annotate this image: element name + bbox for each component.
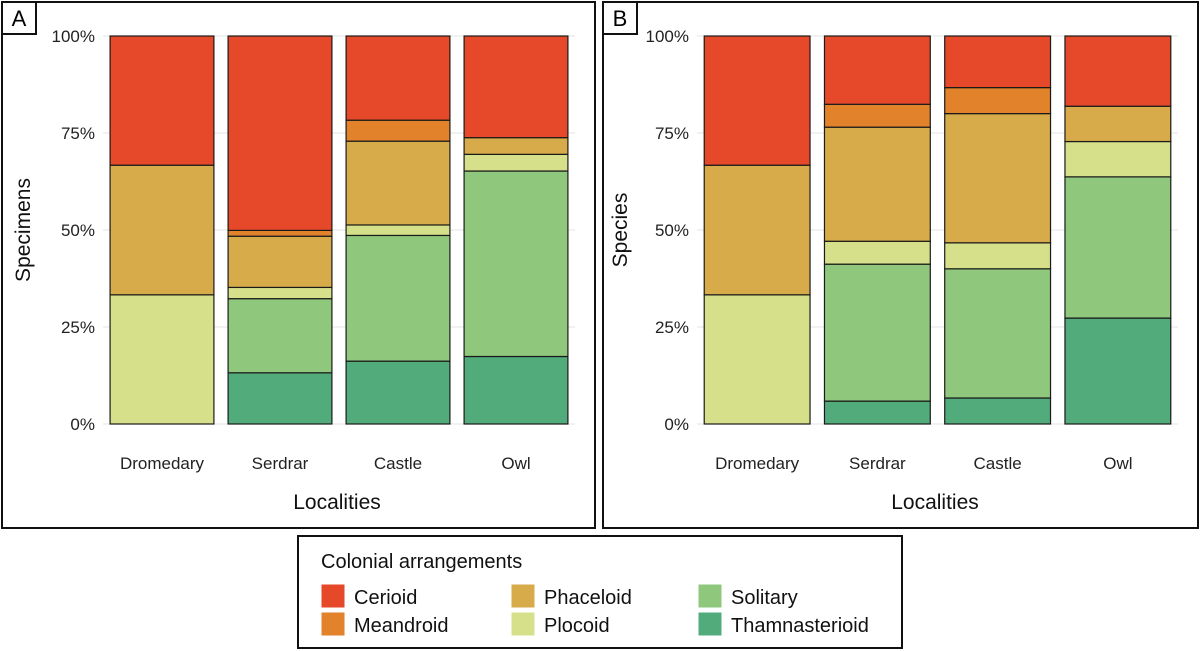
- legend: Colonial arrangements Cerioid Meandroid Ph…: [297, 535, 903, 649]
- panel-b: B 0% 25% 50% 75% 100% Dromedary Serdrar Castle O…: [602, 1, 1199, 529]
- panel-a-ytick-label: 75%: [61, 124, 95, 143]
- panel-a-ytick-label: 25%: [61, 318, 95, 337]
- panel-b-bar-owl-solitary: [1064, 176, 1172, 319]
- legend-swatch-plocoid: [510, 611, 536, 637]
- panel-b-bar-owl-phaceloid: [1064, 105, 1172, 143]
- panel-b-ytick-label: 0%: [664, 415, 689, 434]
- panel-a-xtick-label: Owl: [501, 454, 530, 473]
- panel-a-bar-castle-meandroid: [345, 119, 451, 142]
- panel-a-xlabel: Localities: [293, 491, 381, 514]
- legend-label-thamnasterioid: Thamnasterioid: [731, 615, 869, 637]
- panel-a-bar-dromedary-cerioid: [109, 35, 215, 166]
- panel-a-ytick-label: 100%: [52, 27, 95, 46]
- panel-b-bar-serdrar-plocoid: [823, 240, 931, 265]
- panel-b-ylabel: Species: [609, 193, 632, 268]
- panel-b-bar-owl-plocoid: [1064, 140, 1172, 178]
- panel-a-bar-owl-cerioid: [463, 35, 569, 139]
- panel-b-ytick-label: 75%: [655, 124, 689, 143]
- panel-b-bar-serdrar-solitary: [823, 263, 931, 402]
- panel-a-bar-serdrar-meandroid: [227, 229, 333, 237]
- panel-a-bar-serdrar-solitary: [227, 298, 333, 374]
- panel-b-xtick-label: Castle: [974, 454, 1022, 473]
- legend-swatch-meandroid: [320, 611, 346, 637]
- panel-b-xlabel: Localities: [891, 491, 979, 514]
- panel-b-bar-castle-cerioid: [944, 35, 1052, 89]
- panel-a-bar-castle-thamnasterioid: [345, 360, 451, 425]
- panel-b-bar-dromedary-cerioid: [703, 35, 811, 166]
- panel-b-bar-owl-cerioid: [1064, 35, 1172, 107]
- panel-b-ytick-label: 100%: [646, 27, 689, 46]
- panel-a-bar-castle-solitary: [345, 234, 451, 362]
- legend-items: Cerioid Meandroid Phaceloid Plocoid Solitary…: [320, 583, 869, 637]
- legend-title: Colonial arrangements: [321, 551, 522, 573]
- legend-label-cerioid: Cerioid: [354, 587, 417, 609]
- panel-a-plot: 0% 25% 50% 75% 100% Dromedary Serdrar Castle Owl…: [12, 24, 575, 514]
- panel-a-bar-castle-phaceloid: [345, 140, 451, 226]
- panel-a-bar-castle-plocoid: [345, 224, 451, 237]
- panel-a-ytick-label: 0%: [70, 415, 95, 434]
- panel-a-xtick-label: Castle: [374, 454, 422, 473]
- panel-b-bar-castle-thamnasterioid: [944, 397, 1052, 425]
- panel-b-bar-castle-solitary: [944, 268, 1052, 399]
- panel-a-xtick-label: Dromedary: [120, 454, 205, 473]
- legend-label-meandroid: Meandroid: [354, 615, 449, 637]
- legend-swatch-cerioid: [320, 583, 346, 609]
- panel-a-bar-serdrar-cerioid: [227, 35, 333, 231]
- panel-b-letter: B: [613, 6, 628, 31]
- panel-b-bar-castle-meandroid: [944, 87, 1052, 115]
- legend-swatch-phaceloid: [510, 583, 536, 609]
- panel-b-bar-serdrar-thamnasterioid: [823, 400, 931, 425]
- panel-a-bar-owl-solitary: [463, 170, 569, 358]
- panel-a-bar-serdrar-thamnasterioid: [227, 372, 333, 425]
- panel-a-bar-castle-cerioid: [345, 35, 451, 121]
- panel-b-plot: 0% 25% 50% 75% 100% Dromedary Serdrar Castle Owl…: [609, 24, 1178, 514]
- panel-a-bar-owl-thamnasterioid: [463, 355, 569, 425]
- panel-b-bar-serdrar-meandroid: [823, 103, 931, 128]
- panel-a-bar-serdrar-plocoid: [227, 286, 333, 300]
- panel-b-xtick-label: Dromedary: [715, 454, 800, 473]
- panel-b-bar-castle-plocoid: [944, 242, 1052, 270]
- panel-b-xtick-label: Owl: [1103, 454, 1132, 473]
- panel-a-letter: A: [12, 6, 27, 31]
- panel-a-letter-box: [1, 1, 37, 35]
- legend-label-phaceloid: Phaceloid: [544, 587, 632, 609]
- panel-a-bar-owl-plocoid: [463, 153, 569, 172]
- panel-b-xtick-label: Serdrar: [849, 454, 906, 473]
- panel-b-bar-serdrar-cerioid: [823, 35, 931, 105]
- panel-a-bar-dromedary-phaceloid: [109, 164, 215, 296]
- panel-a-frame: [1, 1, 596, 529]
- panel-b-bar-dromedary-plocoid: [703, 294, 811, 425]
- panel-a-ytick-label: 50%: [61, 221, 95, 240]
- panel-b-bar-serdrar-phaceloid: [823, 126, 931, 242]
- panel-b-frame: [602, 1, 1199, 529]
- panel-b-bar-dromedary-phaceloid: [703, 164, 811, 296]
- panel-b-bar-castle-phaceloid: [944, 112, 1052, 244]
- panel-a-bar-owl-phaceloid: [463, 137, 569, 155]
- panel-a-bar-dromedary-plocoid: [109, 294, 215, 425]
- panel-a-xtick-label: Serdrar: [252, 454, 309, 473]
- legend-label-solitary: Solitary: [731, 587, 798, 609]
- panel-a: A 0% 25% 50% 75% 100% Dromedary Serdrar Castle O…: [1, 1, 596, 529]
- panel-a-bar-serdrar-phaceloid: [227, 235, 333, 289]
- legend-frame: [297, 535, 903, 649]
- legend-label-plocoid: Plocoid: [544, 615, 610, 637]
- panel-b-ytick-label: 25%: [655, 318, 689, 337]
- panel-b-bar-owl-thamnasterioid: [1064, 317, 1172, 425]
- panel-b-letter-box: [602, 1, 638, 35]
- panel-b-ytick-label: 50%: [655, 221, 689, 240]
- panel-a-ylabel: Specimens: [12, 178, 35, 282]
- legend-swatch-thamnasterioid: [697, 611, 723, 637]
- legend-swatch-solitary: [697, 583, 723, 609]
